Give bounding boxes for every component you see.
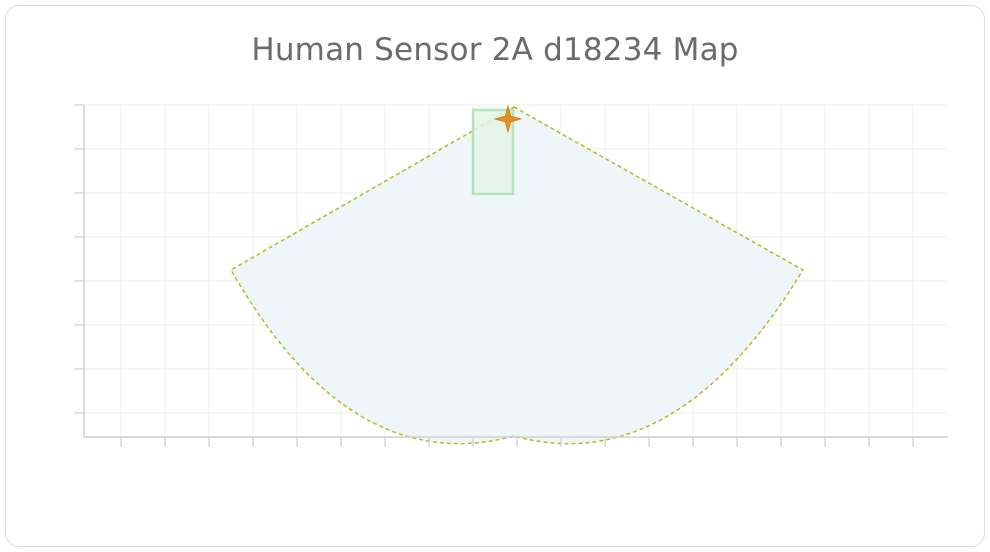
coverage-area xyxy=(229,106,805,445)
card-title: Human Sensor 2A d18234 Map xyxy=(251,32,739,68)
sensor-star-icon xyxy=(493,104,523,134)
